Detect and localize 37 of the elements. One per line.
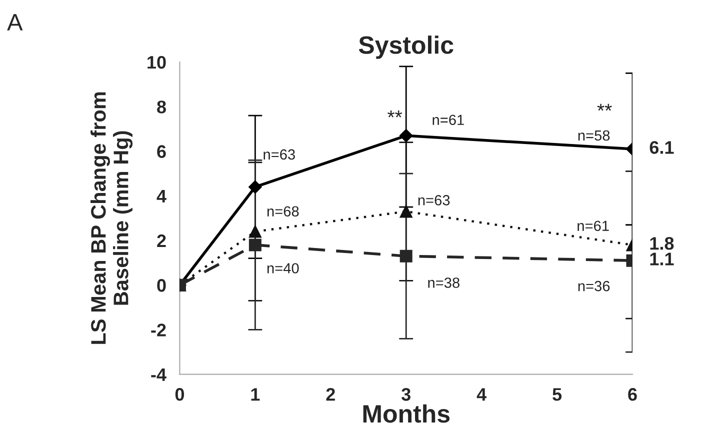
data-label: 1.8 — [650, 237, 674, 250]
x-tick-label: 0 — [175, 388, 184, 401]
annotation: n=63 — [264, 149, 295, 160]
data-label: 1.1 — [650, 252, 674, 266]
y-tick-label: -2 — [151, 324, 166, 336]
x-tick-label: 4 — [476, 388, 486, 401]
y-tick-label: 0 — [157, 279, 166, 292]
x-tick-label: 6 — [628, 388, 637, 401]
y-tick-label: 4 — [156, 190, 166, 202]
point — [400, 129, 413, 142]
x-tick-label: 5 — [552, 388, 562, 401]
annotation: ** — [597, 104, 612, 111]
y-tick-label: 6 — [157, 145, 166, 158]
point — [248, 180, 262, 194]
chart-title: Systolic — [358, 36, 454, 59]
y-tick-label: 8 — [157, 100, 166, 114]
point — [248, 225, 262, 238]
x-axis-title: Months — [363, 404, 450, 423]
x-tick-label: 1 — [251, 388, 260, 401]
annotation: n=68 — [267, 206, 299, 217]
annotation: n=61 — [578, 220, 609, 232]
point — [400, 205, 412, 218]
annotation: n=63 — [418, 195, 450, 206]
annotation: n=61 — [432, 114, 464, 126]
text: A — [7, 14, 23, 30]
annotation: n=38 — [428, 278, 460, 288]
y-tick-label: 10 — [148, 56, 166, 69]
y-axis-title: LS Mean BP Change from Baseline (mm Hg) — [90, 92, 133, 344]
annotation: n=40 — [267, 263, 299, 274]
annotation: n=58 — [578, 130, 610, 141]
x-tick-label: 3 — [402, 388, 410, 401]
annotation: ** — [388, 110, 402, 118]
y-tick-label: -4 — [151, 368, 166, 381]
annotation: n=36 — [578, 280, 610, 292]
x-tick-label: 2 — [326, 388, 335, 401]
y-tick-label: 2 — [157, 234, 166, 248]
data-label: 6.1 — [650, 141, 674, 154]
